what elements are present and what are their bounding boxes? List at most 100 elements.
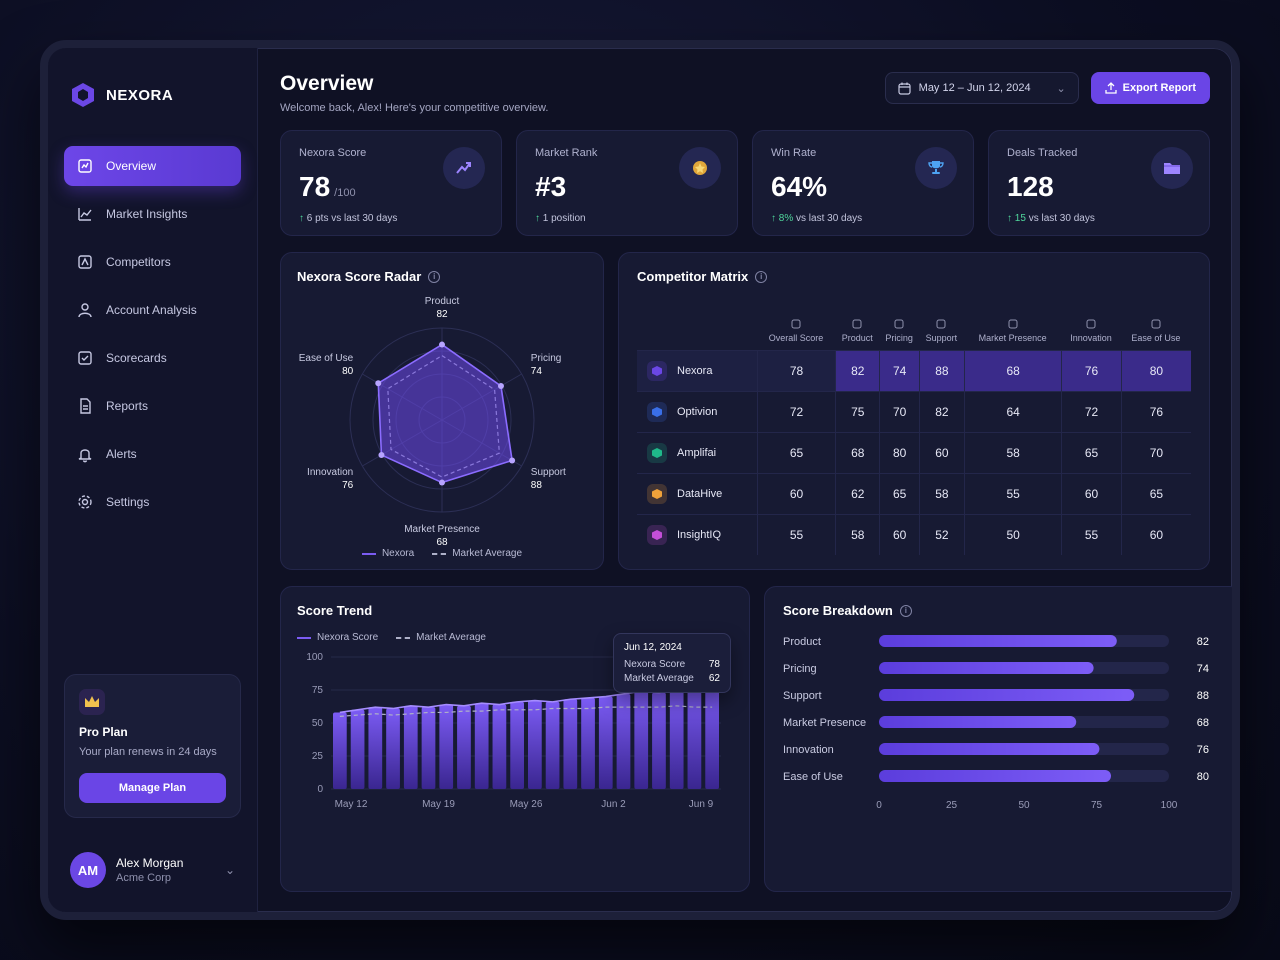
- sidebar-item-account-analysis[interactable]: Account Analysis: [64, 290, 241, 330]
- info-icon[interactable]: i: [755, 270, 768, 283]
- competitor-matrix-table: Overall Score Product Pricing Support Market…: [637, 294, 1191, 555]
- trend-bar: [634, 691, 649, 789]
- kpi-row: Nexora Score 78/100 ↑ 6 pts vs last 30 d…: [280, 130, 1210, 236]
- kpi-delta-value: 8%: [778, 213, 794, 224]
- tooltip-date: Jun 12, 2024: [624, 642, 682, 653]
- table-row[interactable]: Amplifai 65 68 80 60 58 65 70: [637, 432, 1191, 473]
- sidebar-item-overview[interactable]: Overview: [64, 146, 241, 186]
- arrow-up-icon: ↑: [771, 213, 776, 224]
- radar-point-product: [439, 341, 445, 348]
- matrix-column-ease-of-use[interactable]: Ease of Use: [1121, 294, 1191, 350]
- market-insights-icon: [78, 208, 92, 221]
- date-range-picker[interactable]: May 12 – Jun 12, 2024 ⌄: [884, 72, 1079, 104]
- nexora-logo-icon: [72, 83, 94, 107]
- user-menu[interactable]: AM Alex Morgan Acme Corp ⌄: [64, 846, 241, 894]
- sidebar-item-scorecards[interactable]: Scorecards: [64, 338, 241, 378]
- table-row[interactable]: DataHive 60 62 65 58 55 60 65: [637, 473, 1191, 514]
- plan-card: Pro Plan Your plan renews in 24 days Man…: [64, 674, 241, 818]
- export-report-button[interactable]: Export Report: [1090, 72, 1210, 104]
- trend-bar: [598, 696, 613, 789]
- trend-y-tick: 50: [312, 718, 324, 729]
- trend-bar: [386, 708, 400, 789]
- sidebar-item-alerts[interactable]: Alerts: [64, 434, 241, 474]
- gear-icon: [78, 495, 92, 509]
- radar-axis-value: 74: [531, 366, 543, 377]
- export-icon: [1105, 82, 1117, 94]
- kpi-delta: ↑ 8% vs last 30 days: [771, 213, 863, 224]
- matrix-column-pricing[interactable]: Pricing: [879, 294, 918, 350]
- trend-bar: [510, 701, 524, 789]
- user-name: Alex Morgan: [116, 856, 184, 870]
- matrix-cell: 88: [918, 350, 964, 391]
- trend-bar: [350, 709, 365, 789]
- score-trend-chart: 0 25 50 75 100 May 12 May 19 May 26 Jun 2 Jun 9: [306, 652, 721, 810]
- trend-bar: [439, 704, 454, 789]
- brand[interactable]: NEXORA: [70, 82, 235, 108]
- sidebar-item-market-insights[interactable]: Market Insights: [64, 194, 241, 234]
- radar-axis-value: 68: [436, 537, 448, 546]
- matrix-column-product[interactable]: Product: [835, 294, 879, 350]
- matrix-cell: 82: [835, 350, 880, 391]
- tooltip-score-value: 78: [708, 659, 720, 670]
- insightiq-logo-icon: [647, 525, 667, 545]
- sidebar: NEXORA Overview Market Insights Competitor…: [48, 48, 258, 912]
- competitor-name-cell: Nexora: [637, 350, 757, 391]
- matrix-column-innovation[interactable]: Innovation: [1061, 294, 1120, 350]
- breakdown-label: Ease of Use: [783, 771, 843, 783]
- matrix-cell: 82: [918, 391, 964, 432]
- radar-axis-label: Support: [531, 467, 566, 478]
- matrix-cell: 68: [835, 432, 880, 473]
- column-icon: [1151, 319, 1161, 329]
- matrix-column-support[interactable]: Support: [919, 294, 964, 350]
- kpi-value: 64%: [771, 171, 828, 202]
- sidebar-item-settings[interactable]: Settings: [64, 482, 241, 522]
- nexora-logo-icon: [647, 361, 667, 381]
- overview-icon: [78, 159, 92, 173]
- kpi-label: Market Rank: [535, 147, 598, 159]
- header: Overview Welcome back, Alex! Here's your…: [280, 72, 1210, 114]
- breakdown-x-tick: 75: [1091, 800, 1103, 811]
- sidebar-item-reports[interactable]: Reports: [64, 386, 241, 426]
- kpi-card-nexora-score: Nexora Score 78/100 ↑ 6 pts vs last 30 d…: [280, 130, 502, 236]
- matrix-cell: 58: [963, 432, 1062, 473]
- competitor-name-cell: DataHive: [637, 473, 757, 514]
- sidebar-item-label: Reports: [106, 399, 149, 413]
- trend-y-tick: 75: [312, 685, 324, 696]
- breakdown-bar-support: [879, 689, 1135, 701]
- info-icon[interactable]: i: [428, 270, 441, 283]
- competitor-name-cell: Amplifai: [637, 432, 757, 473]
- trend-bar: [333, 712, 347, 789]
- table-row[interactable]: Nexora 78 82 74 88 68 76 80: [637, 350, 1191, 391]
- info-icon[interactable]: i: [899, 604, 912, 617]
- matrix-cell: 58: [918, 473, 964, 514]
- matrix-column-overall-score[interactable]: Overall Score: [757, 294, 835, 350]
- breakdown-bar-product: [879, 635, 1117, 647]
- chevron-down-icon[interactable]: ⌄: [224, 863, 235, 877]
- trend-bar: [563, 699, 578, 789]
- competitor-matrix-card: Competitor Matrix i Overall Score Product…: [618, 252, 1210, 570]
- matrix-cell: 62: [835, 473, 880, 514]
- competitor-name-cell: Optivion: [637, 391, 757, 432]
- trend-bar: [421, 707, 436, 789]
- trend-tooltip: Jun 12, 2024 Nexora Score 78 Market Avera…: [613, 633, 731, 693]
- table-row[interactable]: Optivion 72 75 70 82 64 72 76: [637, 391, 1191, 432]
- table-row[interactable]: InsightIQ 55 58 60 52 50 55 60: [637, 514, 1191, 555]
- trend-y-tick: 0: [317, 784, 323, 795]
- trend-bar: [705, 686, 719, 789]
- trend-chart-icon: [443, 147, 485, 189]
- arrow-up-icon: ↑: [1007, 213, 1012, 224]
- radar-point-support: [509, 457, 516, 464]
- kpi-label: Nexora Score: [299, 147, 367, 159]
- competitor-name: InsightIQ: [677, 529, 722, 541]
- sidebar-item-competitors[interactable]: Competitors: [64, 242, 241, 282]
- kpi-delta: ↑ 6 pts vs last 30 days: [299, 213, 398, 224]
- sidebar-item-label: Scorecards: [106, 351, 167, 365]
- manage-plan-button[interactable]: Manage Plan: [79, 773, 226, 803]
- trend-x-tick: May 26: [510, 799, 543, 810]
- matrix-column-market-presence[interactable]: Market Presence: [964, 294, 1061, 350]
- kpi-delta-value: 15: [1014, 213, 1026, 224]
- trend-bar: [492, 704, 507, 789]
- datahive-logo-icon: [647, 484, 667, 504]
- trend-bar: [581, 697, 595, 789]
- trend-x-tick: Jun 2: [601, 799, 626, 810]
